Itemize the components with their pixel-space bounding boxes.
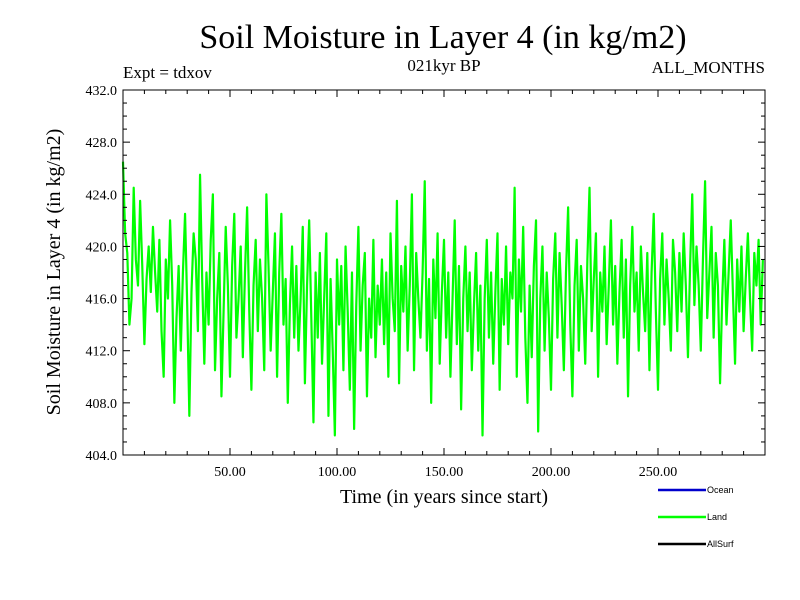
plot-area (121, 161, 764, 437)
x-tick-label: 150.00 (425, 465, 464, 480)
x-axis-label: Time (in years since start) (340, 486, 548, 508)
x-tick-label: 200.00 (532, 465, 571, 480)
y-tick-label: 420.0 (86, 240, 118, 255)
x-tick-label: 250.00 (639, 465, 678, 480)
y-tick-label: 412.0 (86, 345, 118, 360)
experiment-label: Expt = tdxov (123, 63, 212, 82)
y-tick-label: 404.0 (86, 449, 118, 464)
legend-label-ocean: Ocean (707, 485, 734, 495)
x-axis: 50.00 100.00 150.00 200.00 250.00 (143, 90, 745, 480)
y-tick-label: 428.0 (86, 136, 118, 151)
legend: Ocean Land AllSurf (658, 485, 734, 549)
legend-label-land: Land (707, 512, 727, 522)
y-tick-label: 424.0 (86, 188, 118, 203)
series-line-land (121, 161, 764, 437)
y-tick-label: 432.0 (86, 84, 118, 99)
chart-subtitle: 021kyr BP (407, 56, 480, 75)
months-label: ALL_MONTHS (652, 58, 765, 77)
chart-title: Soil Moisture in Layer 4 (in kg/m2) (199, 19, 686, 56)
x-tick-label: 100.00 (318, 465, 357, 480)
legend-label-allsurf: AllSurf (707, 539, 734, 549)
y-axis-label: Soil Moisture in Layer 4 (in kg/m2) (43, 129, 65, 416)
y-axis: 404.0 408.0 412.0 416.0 420.0 424.0 428.0 432.0 (86, 84, 765, 464)
y-tick-label: 416.0 (86, 293, 118, 308)
x-tick-label: 50.00 (214, 465, 246, 480)
y-tick-label: 408.0 (86, 397, 118, 412)
